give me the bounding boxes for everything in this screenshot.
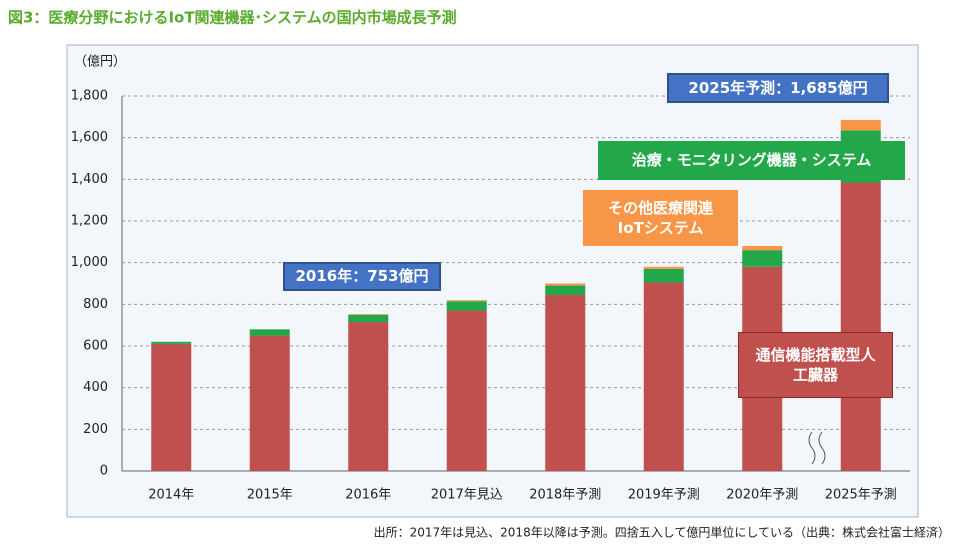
bar-segment bbox=[151, 343, 192, 471]
y-tick-label: 800 bbox=[83, 297, 108, 312]
y-tick-label: 400 bbox=[83, 380, 108, 395]
series-label: 通信機能搭載型人工臓器 bbox=[738, 332, 893, 398]
bar-segment bbox=[348, 314, 389, 315]
x-tick-label: 2015年 bbox=[247, 488, 293, 503]
x-tick-label: 2025年予測 bbox=[825, 488, 897, 503]
x-tick-label: 2016年 bbox=[345, 488, 391, 503]
bar-segment bbox=[742, 250, 783, 267]
series-label: その他医療関連IoTシステム bbox=[583, 190, 738, 246]
y-tick-label: 1,600 bbox=[71, 130, 108, 145]
bar-segment bbox=[643, 266, 684, 269]
bar-segment bbox=[643, 268, 684, 283]
axis-break bbox=[808, 431, 826, 465]
y-tick-label: 0 bbox=[100, 464, 108, 479]
y-tick-label: 1,200 bbox=[71, 214, 108, 229]
chart-frame bbox=[66, 44, 919, 518]
bar-segment bbox=[446, 300, 487, 302]
x-tick-label: 2018年予測 bbox=[529, 488, 601, 503]
y-tick-label: 200 bbox=[83, 422, 108, 437]
bar-segment bbox=[151, 341, 192, 344]
bar-segment bbox=[249, 335, 290, 471]
x-tick-label: 2019年予測 bbox=[628, 488, 700, 503]
y-tick-label: 1,000 bbox=[71, 255, 108, 270]
chart-title: 図3：医療分野におけるIoT関連機器･システムの国内市場成長予測 bbox=[8, 9, 457, 27]
annotation: 2025年予測：1,685億円 bbox=[667, 73, 889, 103]
annotation: 2016年：753億円 bbox=[283, 262, 441, 291]
bar-segment bbox=[545, 294, 586, 471]
bar-segment bbox=[348, 314, 389, 323]
y-tick-label: 1,400 bbox=[71, 172, 108, 187]
bar-segment bbox=[840, 182, 881, 472]
x-tick-label: 2017年見込 bbox=[431, 488, 503, 503]
bar-segment bbox=[545, 283, 586, 286]
y-tick-label: 600 bbox=[83, 339, 108, 354]
bar-segment bbox=[446, 301, 487, 311]
bar-segment bbox=[742, 246, 783, 251]
bar-segment bbox=[643, 282, 684, 471]
x-tick-label: 2020年予測 bbox=[726, 488, 798, 503]
bar-segment bbox=[545, 285, 586, 295]
x-tick-label: 2014年 bbox=[148, 488, 194, 503]
bar-segment bbox=[348, 322, 389, 471]
source-note: 出所：2017年は見込、2018年以降は予測。四捨五入して億円単位にしている（出… bbox=[374, 525, 950, 540]
y-tick-label: 1,800 bbox=[71, 89, 108, 104]
bar-segment bbox=[249, 329, 290, 336]
y-axis-label: （億円） bbox=[74, 54, 126, 70]
bar-segment bbox=[446, 310, 487, 471]
series-label: 治療・モニタリング機器・システム bbox=[598, 141, 905, 180]
bar-segment bbox=[840, 119, 881, 131]
